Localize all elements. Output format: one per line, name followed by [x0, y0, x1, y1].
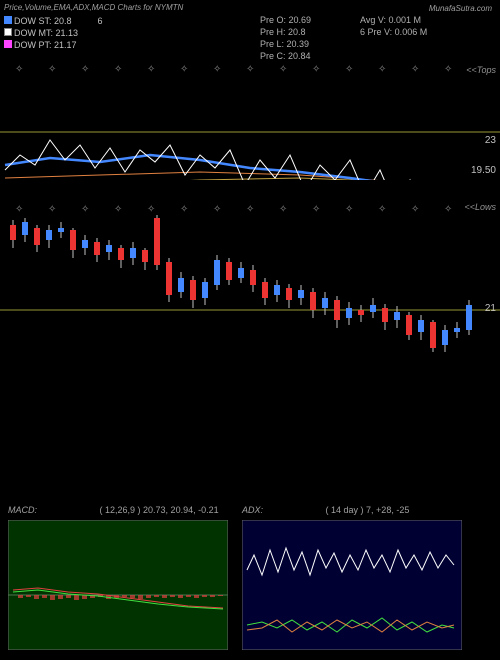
watermark: MunafaSutra.com — [429, 4, 492, 13]
ema-line-chart: ✧ ✧ ✧ ✧ ✧ ✧ ✧ ✧ ✧ ✧ ✧ ✧ ✧ ✧ — [0, 60, 500, 180]
svg-text:✧: ✧ — [312, 204, 320, 215]
svg-text:✧: ✧ — [114, 204, 122, 215]
svg-text:✧: ✧ — [345, 204, 353, 215]
svg-text:✧: ✧ — [48, 64, 56, 75]
svg-text:✧: ✧ — [345, 64, 353, 75]
svg-text:✧: ✧ — [81, 204, 89, 215]
svg-text:✧: ✧ — [213, 64, 221, 75]
legend-mt: DOW MT: 21.13 — [4, 28, 78, 38]
macd-chart — [8, 520, 228, 650]
svg-text:✧: ✧ — [411, 64, 419, 75]
svg-text:✧: ✧ — [147, 204, 155, 215]
svg-text:✧: ✧ — [15, 64, 23, 75]
svg-text:✧: ✧ — [246, 64, 254, 75]
svg-text:✧: ✧ — [180, 204, 188, 215]
svg-text:✧: ✧ — [279, 64, 287, 75]
svg-text:✧: ✧ — [147, 64, 155, 75]
svg-text:✧: ✧ — [312, 64, 320, 75]
tops-label: <<Tops — [466, 65, 496, 75]
adx-label: ADX: ( 14 day ) 7, +28, -25 — [242, 505, 409, 515]
adx-chart — [242, 520, 462, 650]
svg-text:✧: ✧ — [378, 204, 386, 215]
price-label-1950: 19.50 — [471, 165, 496, 176]
lows-label: <<Lows — [464, 202, 496, 212]
legend-pt: DOW PT: 21.17 — [4, 40, 77, 50]
candlestick-chart: ✧ ✧ ✧ ✧ ✧ ✧ ✧ ✧ ✧ ✧ ✧ ✧ ✧ ✧ — [0, 200, 500, 360]
svg-text:✧: ✧ — [444, 204, 452, 215]
svg-text:✧: ✧ — [180, 64, 188, 75]
svg-text:✧: ✧ — [213, 204, 221, 215]
svg-text:✧: ✧ — [246, 204, 254, 215]
prev-ohlc: Pre O: 20.69 Pre H: 20.8 Pre L: 20.39 Pr… — [260, 14, 311, 62]
price-label-23: 23 — [485, 135, 496, 146]
svg-text:✧: ✧ — [411, 204, 419, 215]
svg-text:✧: ✧ — [279, 204, 287, 215]
svg-text:✧: ✧ — [81, 64, 89, 75]
avg-vol: Avg V: 0.001 M 6 Pre V: 0.006 M — [360, 14, 427, 38]
svg-text:✧: ✧ — [114, 64, 122, 75]
legend-extra: 6 — [98, 16, 103, 26]
price-label-21: 21 — [485, 303, 496, 314]
legend-st: DOW ST: 20.8 — [4, 16, 72, 26]
svg-text:✧: ✧ — [48, 204, 56, 215]
chart-title: Price,Volume,EMA,ADX,MACD Charts for NYM… — [4, 3, 183, 12]
macd-label: MACD: ( 12,26,9 ) 20.73, 20.94, -0.21 — [8, 505, 219, 515]
svg-text:✧: ✧ — [378, 64, 386, 75]
svg-text:✧: ✧ — [444, 64, 452, 75]
svg-text:✧: ✧ — [15, 204, 23, 215]
